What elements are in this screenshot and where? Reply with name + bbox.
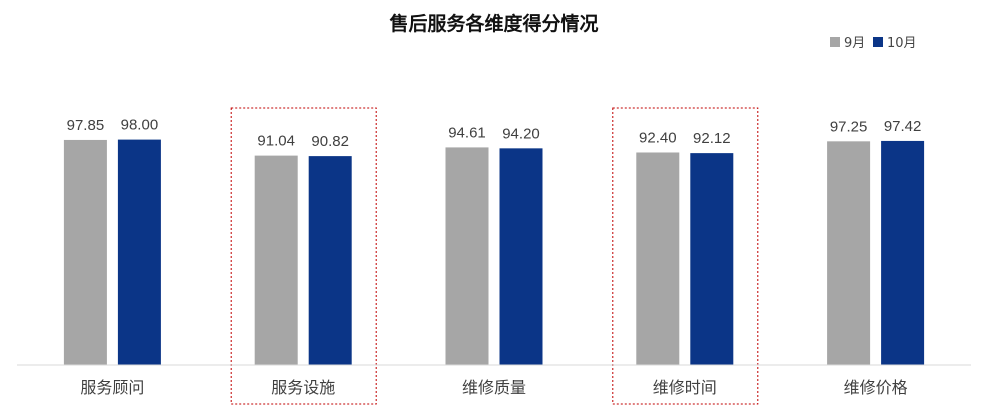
category-label-1: 服务设施 — [271, 378, 335, 397]
highlight-box-3 — [612, 107, 759, 405]
bar-sep-0 — [63, 139, 107, 365]
category-label-0: 服务顾问 — [80, 378, 144, 397]
chart-title: 售后服务各维度得分情况 — [388, 12, 598, 35]
bar-oct-4 — [881, 140, 925, 365]
value-label-sep-1: 91.04 — [257, 133, 295, 150]
highlight-boxes — [230, 107, 759, 405]
legend-swatch-sep — [830, 37, 840, 47]
value-label-oct-2: 94.20 — [502, 125, 540, 142]
bar-oct-3 — [690, 153, 734, 365]
category-labels-group: 服务顾问 服务设施 维修质量 维修时间 维修价格 — [80, 378, 907, 397]
legend-label-oct: 10月 — [887, 36, 917, 51]
bar-oct-0 — [117, 139, 161, 365]
category-label-3: 维修时间 — [653, 378, 717, 397]
highlight-box-1 — [230, 107, 377, 405]
category-label-4: 维修价格 — [844, 378, 908, 397]
category-label-2: 维修质量 — [462, 378, 526, 397]
value-label-sep-4: 97.25 — [830, 118, 868, 135]
bar-sep-4 — [827, 141, 871, 365]
bar-oct-2 — [499, 148, 543, 365]
bar-sep-3 — [636, 152, 680, 365]
legend-label-sep: 9月 — [844, 36, 865, 51]
legend-swatch-oct — [873, 37, 883, 47]
value-labels-group: 97.85 98.00 91.04 90.82 94.61 94.20 92.40 92.12… — [67, 117, 922, 151]
bars-group — [63, 139, 925, 365]
bar-oct-1 — [308, 156, 352, 365]
bar-sep-2 — [445, 147, 489, 365]
value-label-sep-3: 92.40 — [639, 129, 677, 146]
bar-sep-1 — [254, 155, 298, 365]
value-label-oct-0: 98.00 — [121, 117, 159, 134]
value-label-sep-2: 94.61 — [448, 124, 486, 141]
legend: 9月 10月 — [830, 36, 917, 51]
value-label-oct-3: 92.12 — [693, 130, 731, 147]
value-label-sep-0: 97.85 — [67, 117, 105, 134]
value-label-oct-1: 90.82 — [311, 133, 349, 150]
value-label-oct-4: 97.42 — [884, 118, 922, 135]
